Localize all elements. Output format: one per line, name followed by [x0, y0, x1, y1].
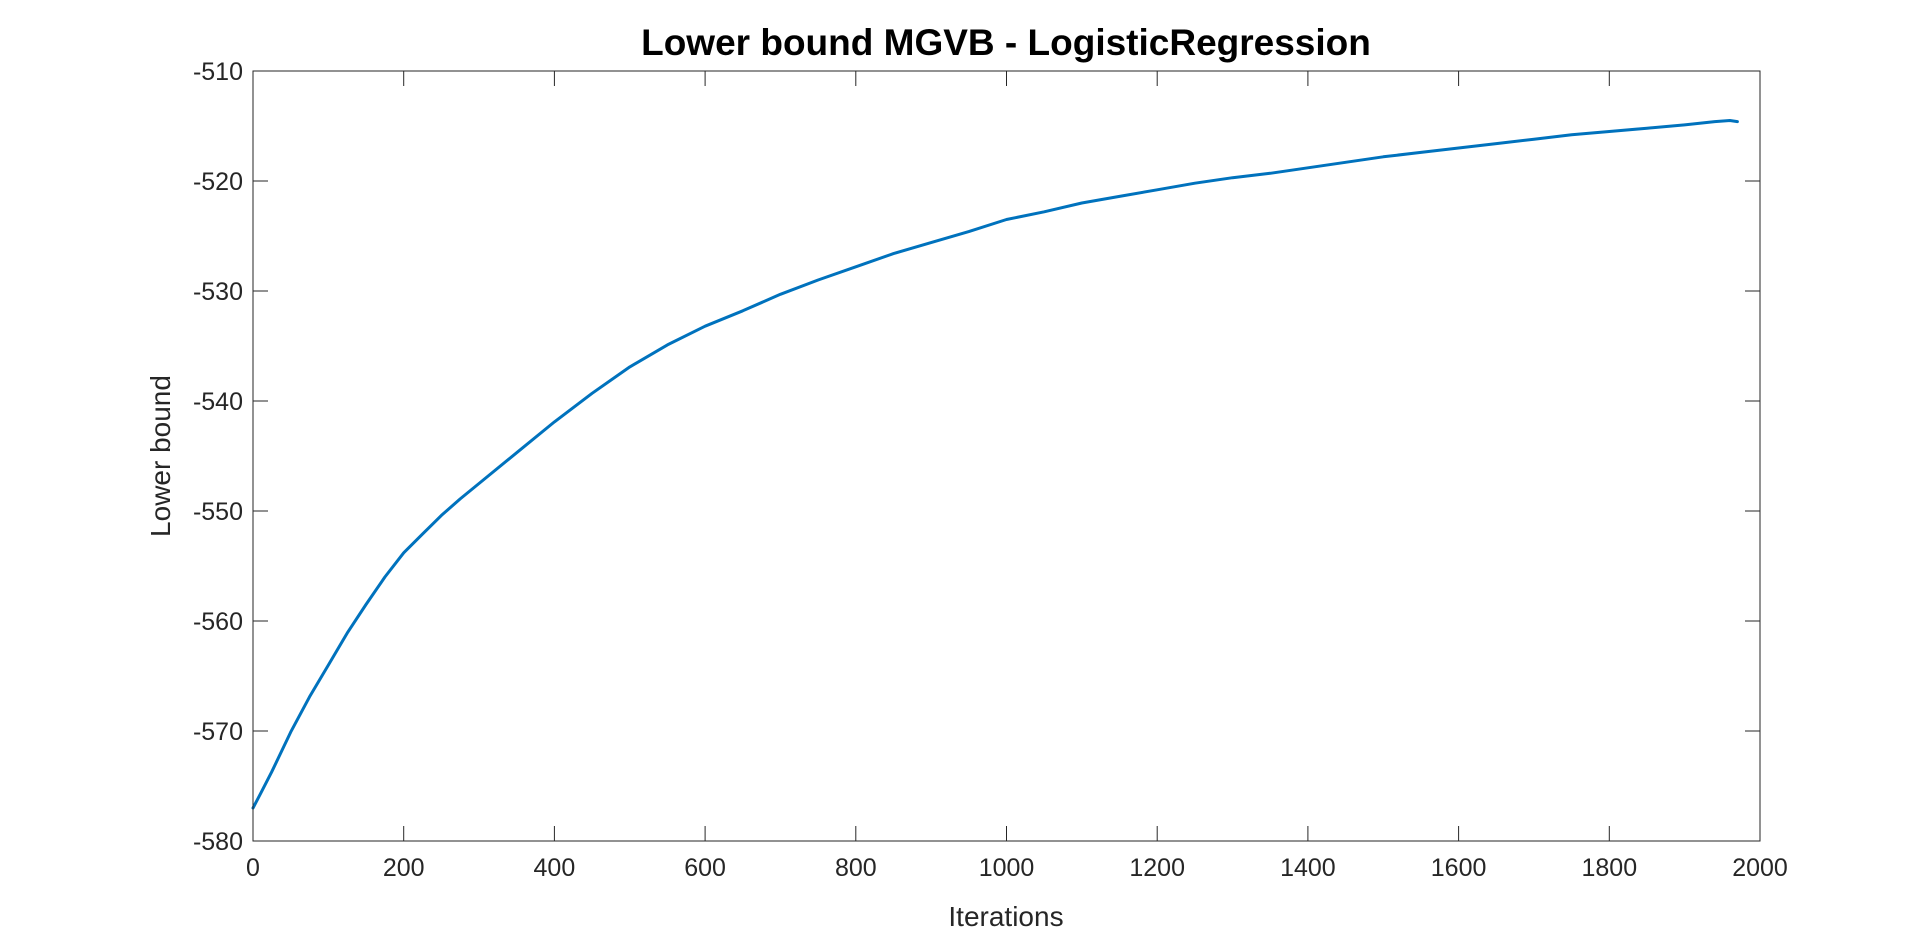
series-line: [251, 119, 1739, 810]
axis-ticks: 0 200 400 600 800 1000 1200 1400 1600 1800 2000 -58…: [193, 58, 1788, 882]
y-tick-label: -560: [193, 608, 243, 636]
x-tick-label: 1000: [979, 854, 1035, 882]
chart-title: Lower bound MGVB - LogisticRegression: [641, 22, 1371, 63]
x-tick-label: 0: [246, 854, 260, 882]
y-tick-label: -550: [193, 498, 243, 526]
x-tick-label: 200: [383, 854, 425, 882]
y-tick-label: -520: [193, 168, 243, 196]
y-tick-label: -570: [193, 718, 243, 746]
x-tick-label: 1400: [1280, 854, 1336, 882]
x-axis-label: Iterations: [948, 901, 1063, 932]
x-tick-label: 1800: [1581, 854, 1637, 882]
y-axis-label: Lower bound: [145, 375, 176, 537]
x-tick-label: 800: [835, 854, 877, 882]
y-tick-label: -540: [193, 388, 243, 416]
x-tick-label: 400: [534, 854, 576, 882]
y-tick-label: -530: [193, 278, 243, 306]
x-tick-label: 1600: [1431, 854, 1487, 882]
axes-box: [252, 70, 1761, 842]
x-tick-label: 600: [684, 854, 726, 882]
x-tick-label: 1200: [1129, 854, 1185, 882]
plot-area: [253, 71, 1760, 841]
series-layer: [251, 119, 1739, 810]
x-tick-label: 2000: [1732, 854, 1788, 882]
y-tick-label: -580: [193, 828, 243, 856]
y-tick-label: -510: [193, 58, 243, 86]
